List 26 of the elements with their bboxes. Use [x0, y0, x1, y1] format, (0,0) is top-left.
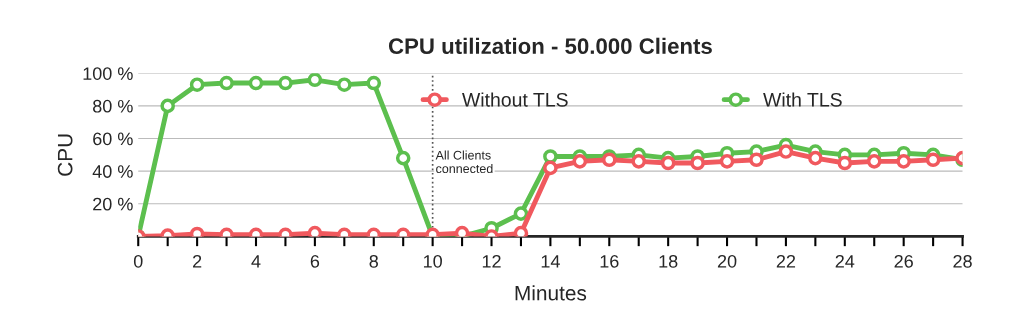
x-tick-label: 14 [541, 255, 560, 268]
y-tick-label: 80 % [93, 99, 133, 113]
legend-label: With TLS [763, 92, 842, 107]
x-tick-label: 8 [369, 254, 378, 268]
y-axis-title: CPU [57, 134, 73, 176]
x-tick-label: 2 [193, 254, 202, 268]
y-tick-label: 40 % [92, 165, 133, 178]
x-axis-title: Minutes [515, 285, 587, 301]
x-tick-label: 28 [953, 254, 972, 268]
y-tick-label: 20 % [93, 197, 133, 211]
legend-label: Without TLS [462, 92, 568, 107]
x-tick-label: 16 [600, 254, 619, 268]
x-tick-label: 12 [482, 254, 501, 268]
x-tick-label: 18 [659, 254, 678, 268]
chart-title: CPU utilization - 50.000 Clients [388, 37, 712, 55]
x-tick-label: 0 [133, 254, 143, 268]
x-tick-label: 26 [894, 254, 913, 268]
x-tick-label: 10 [423, 254, 442, 268]
x-tick-label: 4 [251, 255, 261, 268]
y-tick-label: 100 % [83, 67, 133, 80]
x-tick-label: 24 [835, 254, 855, 268]
x-tick-label: 6 [310, 254, 320, 268]
x-tick-label: 22 [776, 254, 796, 268]
x-tick-label: 20 [717, 254, 737, 268]
ref-line-label: All Clients connected [435, 150, 493, 174]
y-tick-label: 60 % [93, 132, 133, 146]
